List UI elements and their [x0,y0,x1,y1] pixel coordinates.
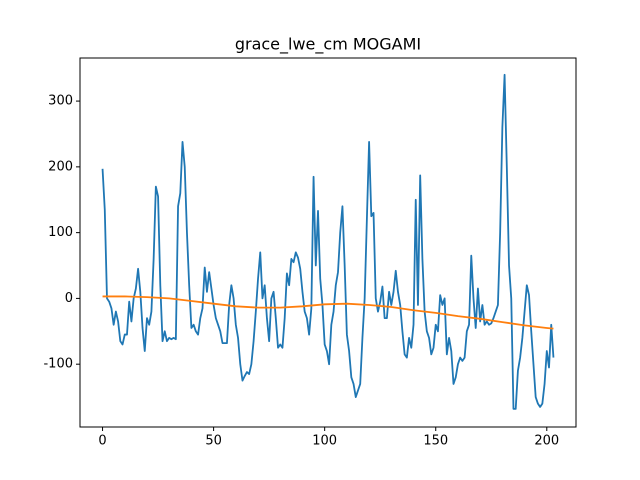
y-tick-label: 200 [48,159,73,174]
x-tick-label: 50 [205,434,222,449]
chart-title: grace_lwe_cm MOGAMI [235,35,421,55]
y-tick-label: 100 [48,225,73,240]
y-tick-label: 0 [65,291,73,306]
data-line [101,73,555,410]
x-tick-label: 150 [423,434,448,449]
y-tick-label: 300 [48,94,73,109]
x-tick-label: 0 [98,434,106,449]
y-tick-label: -100 [43,357,73,372]
x-tick-label: 200 [534,434,559,449]
x-tick-label: 100 [312,434,337,449]
data-line [102,295,554,330]
axes-frame [79,57,577,428]
